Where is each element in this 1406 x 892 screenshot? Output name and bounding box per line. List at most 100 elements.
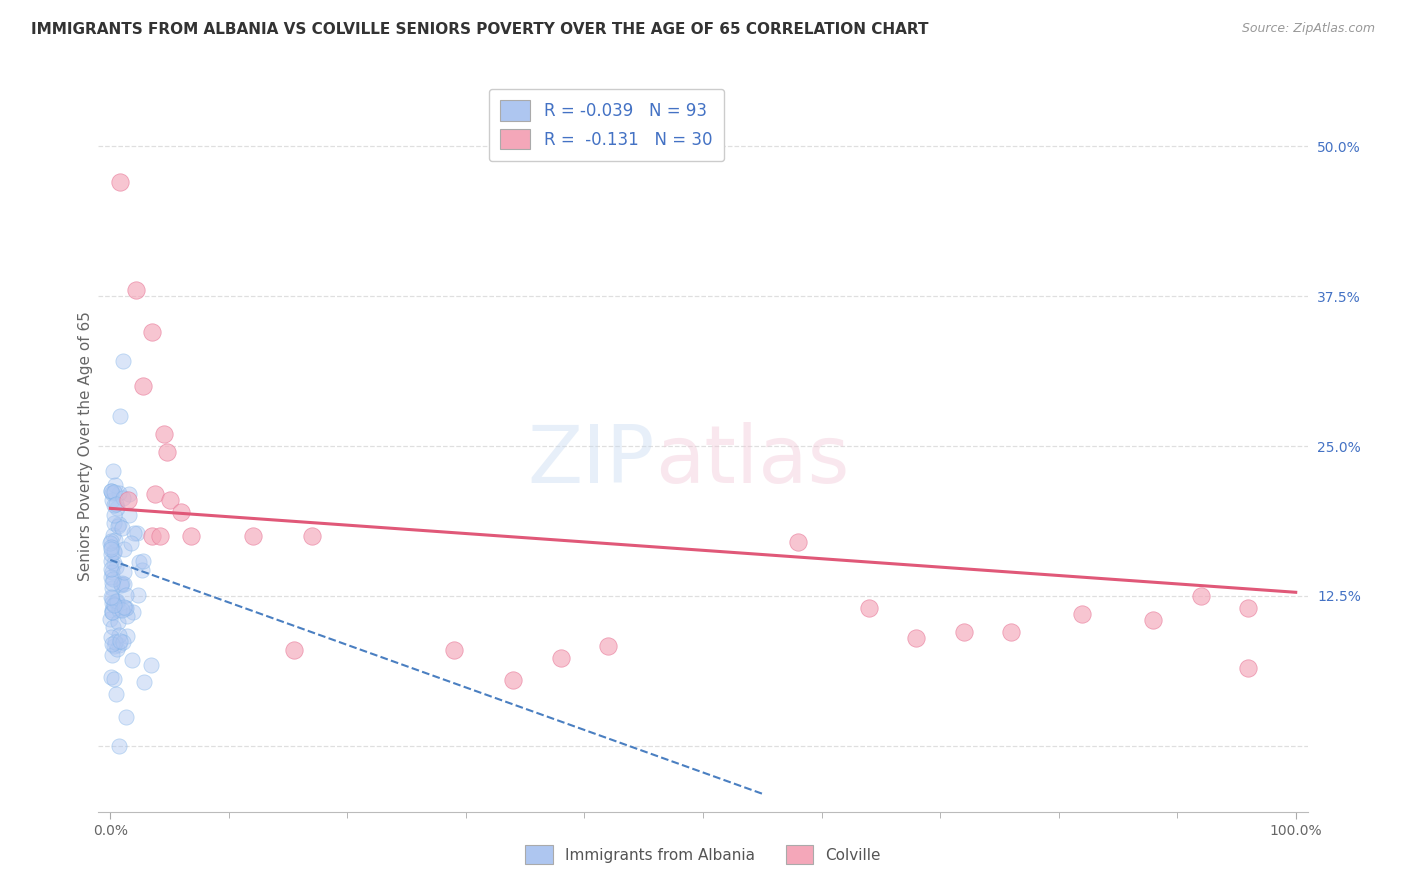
Point: [103, 639, 125, 653]
Point: [105, 594, 128, 608]
Point: [100, 648, 122, 662]
Point: [104, 478, 127, 492]
Point: [124, 525, 146, 540]
Point: [100, 612, 122, 626]
Point: [1237, 600, 1260, 615]
Y-axis label: Seniors Poverty Over the Age of 65: Seniors Poverty Over the Age of 65: [77, 311, 93, 581]
Point: [101, 605, 124, 619]
Point: [108, 175, 131, 189]
Point: [111, 635, 134, 649]
Point: [103, 545, 125, 559]
Point: [101, 492, 124, 507]
Point: [114, 601, 136, 615]
Point: [159, 492, 181, 507]
Point: [100, 570, 122, 584]
Point: [112, 600, 135, 615]
Point: [105, 500, 128, 515]
Point: [143, 487, 166, 501]
Point: [125, 283, 148, 297]
Point: [502, 673, 524, 687]
Point: [156, 445, 179, 459]
Point: [112, 541, 135, 556]
Point: [152, 427, 174, 442]
Point: [98, 536, 121, 550]
Point: [103, 572, 125, 586]
Point: [103, 556, 125, 570]
Point: [120, 536, 142, 550]
Point: [132, 554, 155, 568]
Point: [114, 601, 136, 615]
Point: [111, 521, 134, 535]
Point: [101, 596, 124, 610]
Point: [550, 651, 572, 665]
Point: [101, 637, 124, 651]
Point: [131, 563, 153, 577]
Point: [115, 587, 138, 601]
Point: [1000, 624, 1022, 639]
Point: [100, 542, 122, 557]
Point: [103, 672, 125, 686]
Point: [103, 499, 125, 513]
Point: [103, 464, 125, 478]
Point: [100, 670, 122, 684]
Point: [101, 603, 124, 617]
Point: [443, 643, 465, 657]
Point: [111, 602, 134, 616]
Point: [103, 508, 125, 522]
Point: [598, 639, 620, 653]
Point: [105, 594, 128, 608]
Legend: Immigrants from Albania, Colville: Immigrants from Albania, Colville: [519, 839, 887, 870]
Point: [170, 505, 193, 519]
Point: [905, 631, 928, 645]
Point: [104, 560, 127, 574]
Point: [108, 409, 131, 424]
Point: [111, 354, 134, 368]
Point: [108, 486, 131, 500]
Point: [100, 534, 122, 549]
Point: [115, 609, 138, 624]
Point: [104, 687, 127, 701]
Point: [104, 635, 127, 649]
Point: [121, 653, 143, 667]
Point: [100, 484, 122, 499]
Point: [1071, 607, 1094, 621]
Text: atlas: atlas: [655, 422, 849, 500]
Point: [242, 529, 264, 543]
Point: [108, 638, 131, 652]
Point: [858, 600, 880, 615]
Point: [149, 529, 172, 543]
Text: Source: ZipAtlas.com: Source: ZipAtlas.com: [1241, 22, 1375, 36]
Point: [111, 575, 134, 590]
Point: [141, 325, 163, 339]
Text: IMMIGRANTS FROM ALBANIA VS COLVILLE SENIORS POVERTY OVER THE AGE OF 65 CORRELATI: IMMIGRANTS FROM ALBANIA VS COLVILLE SENI…: [31, 22, 928, 37]
Point: [283, 643, 305, 657]
Point: [107, 519, 129, 533]
Point: [125, 526, 148, 541]
Point: [100, 554, 122, 568]
Point: [132, 379, 155, 393]
Point: [100, 630, 122, 644]
Point: [301, 529, 323, 543]
Point: [110, 576, 132, 591]
Point: [107, 615, 129, 629]
Point: [103, 485, 125, 500]
Point: [786, 535, 808, 549]
Point: [128, 555, 150, 569]
Point: [100, 562, 122, 576]
Point: [112, 577, 135, 591]
Point: [107, 739, 129, 753]
Point: [118, 508, 141, 523]
Point: [101, 581, 124, 595]
Point: [1237, 661, 1260, 675]
Point: [105, 596, 128, 610]
Point: [105, 497, 128, 511]
Point: [108, 634, 131, 648]
Point: [115, 629, 138, 643]
Point: [127, 588, 149, 602]
Point: [100, 540, 122, 554]
Point: [103, 599, 125, 613]
Point: [122, 606, 145, 620]
Point: [101, 605, 124, 619]
Point: [117, 492, 139, 507]
Point: [141, 657, 163, 672]
